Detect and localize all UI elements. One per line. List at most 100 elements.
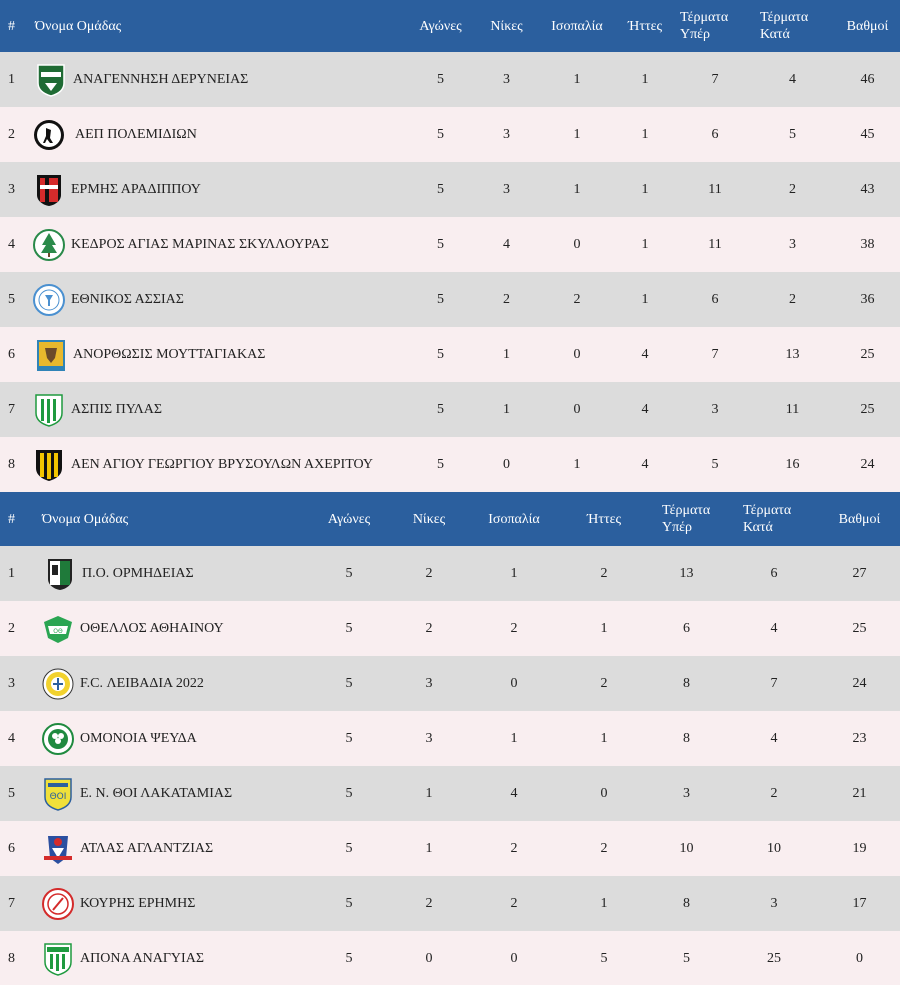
goals-for-cell: 8	[644, 876, 729, 931]
team-name[interactable]: ΑΝΑΓΕΝΝΗΣΗ ΔΕΡΥΝΕΙΑΣ	[73, 71, 249, 87]
team-cell: ΑΣΠΙΣ ΠΥΛΑΣ	[27, 382, 412, 437]
goals-against-cell: 16	[750, 437, 835, 492]
goals-for-cell: 7	[680, 52, 750, 107]
position-cell: 8	[0, 931, 34, 985]
played-cell: 5	[412, 217, 469, 272]
team-name[interactable]: ΕΡΜΗΣ ΑΡΑΔΙΠΠΟΥ	[71, 181, 201, 197]
position-cell: 1	[0, 52, 27, 107]
table-row: 6 ΑΤΛΑΣ ΑΓΛΑΝΤΖΙΑΣ 5 1 2 2 10 10 19	[0, 821, 900, 876]
points-cell: 25	[819, 601, 900, 656]
team-cell: ΚΕΔΡΟΣ ΑΓΙΑΣ ΜΑΡΙΝΑΣ ΣΚΥΛΛΟΥΡΑΣ	[27, 217, 412, 272]
wins-cell: 2	[394, 546, 464, 601]
team-name[interactable]: ΕΘΝΙΚΟΣ ΑΣΣΙΑΣ	[71, 291, 184, 307]
standings-table-group-b: # Όνομα Ομάδας Αγώνες Νίκες Ισοπαλία Ήττ…	[0, 492, 900, 985]
losses-cell: 1	[564, 876, 644, 931]
goals-for-cell: 5	[680, 437, 750, 492]
header-draws: Ισοπαλία	[464, 492, 564, 546]
losses-cell: 4	[610, 437, 680, 492]
team-name[interactable]: F.C. ΛΕΙΒΑΔΙΑ 2022	[80, 675, 204, 691]
draws-cell: 1	[544, 52, 610, 107]
ermis-crest-icon	[33, 173, 65, 207]
wins-cell: 4	[469, 217, 544, 272]
team-cell: ΕΡΜΗΣ ΑΡΑΔΙΠΠΟΥ	[27, 162, 412, 217]
team-name[interactable]: ΟΘΕΛΛΟΣ ΑΘΗΑΙΝΟΥ	[80, 620, 224, 636]
team-name[interactable]: ΑΠΟΝΑ ΑΝΑΓΥΙΑΣ	[80, 950, 204, 966]
goals-against-cell: 2	[729, 766, 819, 821]
goals-against-cell: 4	[750, 52, 835, 107]
goals-against-cell: 6	[729, 546, 819, 601]
draws-cell: 0	[464, 931, 564, 985]
points-cell: 19	[819, 821, 900, 876]
points-cell: 24	[835, 437, 900, 492]
team-cell: ΑΤΛΑΣ ΑΓΛΑΝΤΖΙΑΣ	[34, 821, 304, 876]
table-row: 7 ΚΟΥΡΗΣ ΕΡΗΜΗΣ 5 2 2 1 8 3 17	[0, 876, 900, 931]
goals-against-cell: 13	[750, 327, 835, 382]
played-cell: 5	[412, 107, 469, 162]
goals-for-cell: 10	[644, 821, 729, 876]
team-name[interactable]: Π.Ο. ΟΡΜΗΔΕΙΑΣ	[82, 565, 194, 581]
position-cell: 3	[0, 162, 27, 217]
table-header-row: # Όνομα Ομάδας Αγώνες Νίκες Ισοπαλία Ήττ…	[0, 492, 900, 546]
header-losses: Ήττες	[564, 492, 644, 546]
goals-for-cell: 5	[644, 931, 729, 985]
losses-cell: 1	[610, 162, 680, 217]
position-cell: 2	[0, 107, 27, 162]
played-cell: 5	[412, 52, 469, 107]
team-name[interactable]: ΑΣΠΙΣ ΠΥΛΑΣ	[71, 401, 163, 417]
draws-cell: 2	[464, 876, 564, 931]
position-cell: 6	[0, 821, 34, 876]
goals-for-cell: 3	[680, 382, 750, 437]
points-cell: 25	[835, 327, 900, 382]
team-name[interactable]: Ε. Ν. ΘΟΙ ΛΑΚΑΤΑΜΙΑΣ	[80, 785, 233, 801]
losses-cell: 1	[610, 107, 680, 162]
points-cell: 17	[819, 876, 900, 931]
position-cell: 3	[0, 656, 34, 711]
goals-against-cell: 4	[729, 711, 819, 766]
played-cell: 5	[304, 656, 394, 711]
position-cell: 2	[0, 601, 34, 656]
goals-for-cell: 6	[680, 107, 750, 162]
aen-crest-icon	[33, 448, 65, 482]
table-row: 1 ΑΝΑΓΕΝΝΗΣΗ ΔΕΡΥΝΕΙΑΣ 5 3 1 1 7 4 46	[0, 52, 900, 107]
table-header-row: # Όνομα Ομάδας Αγώνες Νίκες Ισοπαλία Ήττ…	[0, 0, 900, 52]
played-cell: 5	[412, 327, 469, 382]
team-name[interactable]: ΑΕΝ ΑΓΙΟΥ ΓΕΩΡΓΙΟΥ ΒΡΥΣΟΥΛΩΝ ΑΧΕΡΙΤΟΥ	[71, 456, 374, 472]
losses-cell: 4	[610, 327, 680, 382]
losses-cell: 1	[610, 217, 680, 272]
position-cell: 8	[0, 437, 27, 492]
header-team: Όνομα Ομάδας	[27, 0, 412, 52]
losses-cell: 4	[610, 382, 680, 437]
header-wins: Νίκες	[394, 492, 464, 546]
team-cell: F.C. ΛΕΙΒΑΔΙΑ 2022	[34, 656, 304, 711]
points-cell: 43	[835, 162, 900, 217]
team-name[interactable]: ΟΜΟΝΟΙΑ ΨΕΥΔΑ	[80, 730, 197, 746]
losses-cell: 0	[564, 766, 644, 821]
losses-cell: 2	[564, 821, 644, 876]
goals-against-cell: 2	[750, 162, 835, 217]
table-row: 2 ΟΘ ΟΘΕΛΛΟΣ ΑΘΗΑΙΝΟΥ 5 2 2 1 6 4 25	[0, 601, 900, 656]
wins-cell: 3	[469, 107, 544, 162]
team-name[interactable]: ΑΤΛΑΣ ΑΓΛΑΝΤΖΙΑΣ	[80, 840, 214, 856]
team-name[interactable]: ΑΕΠ ΠΟΛΕΜΙΔΙΩΝ	[75, 126, 197, 142]
table-row: 4 ΟΜΟΝΟΙΑ ΨΕΥΔΑ 5 3 1 1 8 4 23	[0, 711, 900, 766]
table-row: 8 ΑΕΝ ΑΓΙΟΥ ΓΕΩΡΓΙΟΥ ΒΡΥΣΟΥΛΩΝ ΑΧΕΡΙΤΟΥ 5 0…	[0, 437, 900, 492]
wins-cell: 1	[394, 821, 464, 876]
points-cell: 23	[819, 711, 900, 766]
position-cell: 5	[0, 272, 27, 327]
anagennisi-crest-icon	[35, 63, 67, 97]
team-name[interactable]: ΑΝΟΡΘΩΣΙΣ ΜΟΥΤΤΑΓΙΑΚΑΣ	[73, 346, 266, 362]
header-wins: Νίκες	[469, 0, 544, 52]
team-cell: ΚΟΥΡΗΣ ΕΡΗΜΗΣ	[34, 876, 304, 931]
losses-cell: 1	[610, 52, 680, 107]
team-name[interactable]: ΚΕΔΡΟΣ ΑΓΙΑΣ ΜΑΡΙΝΑΣ ΣΚΥΛΛΟΥΡΑΣ	[71, 236, 330, 252]
table-row: 5 ΕΘΝΙΚΟΣ ΑΣΣΙΑΣ 5 2 2 1 6 2 36	[0, 272, 900, 327]
points-cell: 24	[819, 656, 900, 711]
anorthosis-crest-icon	[35, 338, 67, 372]
team-name[interactable]: ΚΟΥΡΗΣ ΕΡΗΜΗΣ	[80, 895, 196, 911]
header-team: Όνομα Ομάδας	[34, 492, 304, 546]
position-cell: 7	[0, 382, 27, 437]
team-cell: ΟΘ ΟΘΕΛΛΟΣ ΑΘΗΑΙΝΟΥ	[34, 601, 304, 656]
table-row: 3 F.C. ΛΕΙΒΑΔΙΑ 2022 5 3 0 2 8 7 24	[0, 656, 900, 711]
draws-cell: 1	[464, 711, 564, 766]
played-cell: 5	[304, 546, 394, 601]
